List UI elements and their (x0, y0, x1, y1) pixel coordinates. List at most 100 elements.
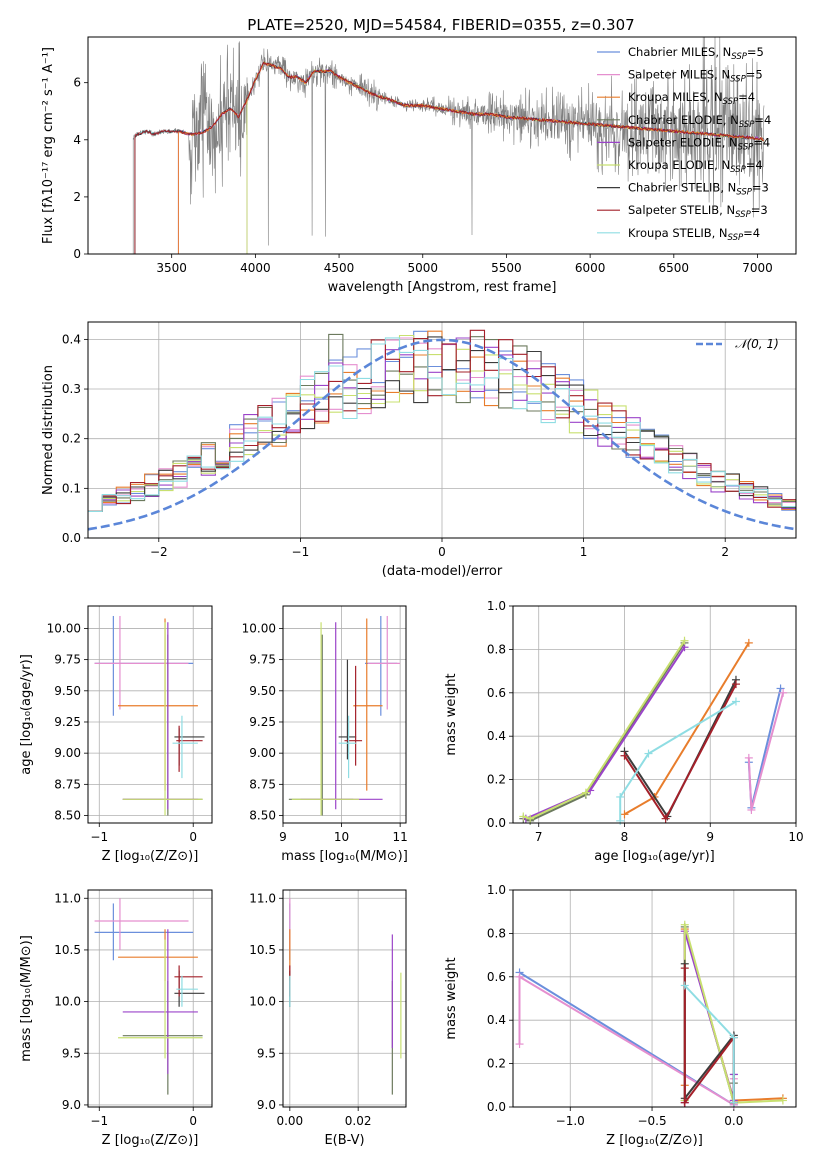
x-tick-label: 9 (706, 830, 714, 844)
y-tick-label: 0.1 (62, 481, 81, 495)
legend-subscript: SSP (730, 165, 746, 175)
y-tick-label: 9.5 (257, 1046, 276, 1060)
panel-mass_vs_Z: −1 0 9.0 9.5 10.0 10.5 11.0 Z [log₁₀(Z/Z⊙)] mass… (19, 889, 213, 1148)
legend-entry: 𝒩(0, 1) (735, 337, 779, 351)
weight-point-marker (680, 1098, 689, 1107)
legend-entry: Salpeter MILES, NSSP=5 (628, 68, 763, 85)
weight-point-marker (744, 753, 753, 762)
y-tick-label: 9.75 (54, 653, 81, 667)
weight-point-marker (616, 792, 625, 801)
x-tick-label: 0 (189, 830, 197, 844)
legend-subscript: SSP (730, 75, 746, 85)
age_vs_mass-plot-area (288, 615, 401, 816)
legend-tail: =4 (753, 135, 770, 149)
legend-tail: =3 (751, 203, 768, 217)
weight-point-marker (729, 1098, 738, 1107)
weight-series-line (683, 968, 735, 1106)
weight-point-marker (779, 688, 788, 697)
weight-point-marker (680, 981, 689, 990)
y-tick-label: 2 (73, 190, 81, 204)
x-tick-label: −0.5 (637, 1114, 666, 1128)
panel-mass_vs_EBV: 0.00 0.02 9.0 9.5 10.0 10.5 11.0 E(B-V) (249, 889, 407, 1148)
gaussian-reference-curve (88, 338, 796, 531)
x-axis-label: Z [log₁₀(Z/Z⊙)] (606, 1133, 703, 1148)
legend-entry: Salpeter STELIB, NSSP=3 (628, 203, 768, 220)
axes-frame (87, 605, 213, 824)
weight-point-marker (680, 636, 689, 645)
y-tick-label: 8.50 (249, 809, 276, 823)
x-tick-label: 2 (721, 545, 729, 559)
y-tick-label: 0.8 (487, 926, 506, 940)
y-tick-label: 0.4 (62, 332, 81, 346)
x-tick-label: 5500 (491, 261, 522, 275)
legend-entry: Kroupa STELIB, NSSP=4 (628, 226, 760, 243)
weight_vs_age-plot-area (519, 636, 788, 825)
x-tick-label: 9 (279, 830, 287, 844)
weight-series-line (624, 642, 750, 816)
legend-label: Salpeter ELODIE, N (628, 135, 738, 149)
panel-age_vs_mass: 9 10 11 8.50 8.75 9.00 9.25 9.50 9.75 10.00 mass [… (242, 605, 408, 864)
weight_vs_Z-plot-area (515, 920, 787, 1109)
x-tick-label: 4000 (240, 261, 271, 275)
y-tick-label: 11.0 (249, 891, 276, 905)
legend-subscript: SSP (728, 233, 744, 243)
x-axis-label: Z [log₁₀(Z/Z⊙)] (102, 1133, 199, 1148)
legend-label: Salpeter MILES, N (628, 68, 730, 82)
legend-entry: Kroupa ELODIE, NSSP=4 (628, 158, 763, 175)
y-axis-label: mass weight (444, 673, 459, 755)
weight-series-line (518, 975, 735, 1107)
legend-subscript: SSP (739, 120, 755, 130)
weight-series-line (525, 646, 686, 820)
legend-tail: =5 (746, 68, 763, 82)
x-tick-label: 10 (334, 830, 349, 844)
mass_vs_EBV-plot-area (289, 898, 402, 1095)
weight-series-line (522, 640, 686, 820)
axes-frame (87, 36, 797, 255)
y-tick-label: 9.5 (62, 1046, 81, 1060)
legend-label: Chabrier STELIB, N (628, 181, 736, 195)
weight-point-marker (747, 805, 756, 814)
weight-series-line (523, 642, 686, 822)
weight-series-line (623, 683, 737, 821)
x-tick-label: −1 (292, 545, 310, 559)
weight-series-line (623, 679, 737, 819)
panel-weight_vs_Z: −1.0 −0.5 0.0 0.0 0.2 0.4 0.6 0.8 1.0 Z [log₁₀(Z/… (444, 883, 797, 1148)
x-tick-label: 7 (535, 830, 543, 844)
x-axis-label: E(B-V) (324, 1133, 364, 1148)
figure-title: PLATE=2520, MJD=54584, FIBERID=0355, z=0… (247, 16, 634, 34)
weight-point-marker (680, 964, 689, 973)
weight-point-marker (776, 684, 785, 693)
model-fit-line (177, 62, 765, 254)
weight-point-marker (515, 972, 524, 981)
residual-histogram (88, 329, 796, 512)
legend-label: Kroupa ELODIE, N (628, 158, 730, 172)
legend-subscript: SSP (731, 52, 747, 62)
x-tick-label: 8 (621, 830, 629, 844)
panel-age_vs_Z: −1 0 8.50 8.75 9.00 9.25 9.50 9.75 10.00 Z [log₁₀… (19, 605, 213, 864)
x-tick-label: 5000 (407, 261, 438, 275)
x-tick-label: −2 (150, 545, 168, 559)
legend-subscript: SSP (736, 188, 752, 198)
x-tick-label: 0.02 (345, 1114, 372, 1128)
y-axis-label: mass weight (444, 957, 459, 1039)
y-tick-label: 6 (73, 76, 81, 90)
weight-point-marker (778, 1096, 787, 1105)
axes-frame (87, 321, 797, 539)
y-tick-label: 0.3 (62, 382, 81, 396)
panel-weight_vs_age: 7 8 9 10 0.0 0.2 0.4 0.6 0.8 1.0 age [log₁₀(age/yr… (444, 599, 804, 864)
legend-tail: =3 (752, 181, 769, 195)
x-tick-label: 3500 (156, 261, 187, 275)
y-tick-label: 9.50 (54, 684, 81, 698)
legend-entry: Chabrier STELIB, NSSP=3 (628, 181, 769, 198)
y-tick-label: 10.00 (47, 621, 81, 635)
y-tick-label: 9.0 (62, 1098, 81, 1112)
weight-point-marker (729, 1033, 738, 1042)
spectrum-plot-area (132, 37, 765, 254)
x-tick-label: −1 (90, 830, 108, 844)
x-tick-label: −1.0 (556, 1114, 585, 1128)
y-tick-label: 9.00 (54, 746, 81, 760)
y-tick-label: 9.75 (249, 653, 276, 667)
weight-point-marker (661, 814, 670, 823)
